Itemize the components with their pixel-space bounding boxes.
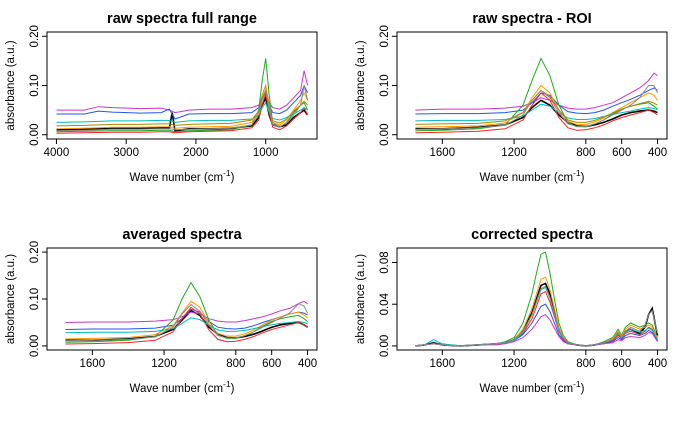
series-line-5 bbox=[65, 306, 308, 345]
panel-3: averaged spectra 1600 1200 800 600 400 0.00 0.1… bbox=[5, 227, 318, 395]
x-tick-label: 800 bbox=[576, 147, 595, 159]
y-axis-label: absorbance (a.u.) bbox=[355, 40, 367, 130]
series-line-4 bbox=[415, 303, 658, 347]
series-line-6 bbox=[415, 84, 658, 128]
series-group bbox=[65, 281, 309, 345]
series-line-1 bbox=[56, 95, 309, 132]
panel-1: raw spectra full range 4000 3000 2000 1000 0.… bbox=[5, 11, 318, 184]
y-axis-label: absorbance (a.u.) bbox=[5, 40, 17, 130]
panel-title: corrected spectra bbox=[471, 227, 594, 243]
x-tick-label: 400 bbox=[648, 358, 667, 370]
plot-frame bbox=[46, 31, 318, 140]
x-tick-label: 4000 bbox=[44, 147, 70, 159]
x-axis-label: Wave number (cm-1) bbox=[130, 168, 235, 184]
series-line-8 bbox=[415, 285, 658, 347]
series-line-2 bbox=[56, 70, 309, 114]
y-axis-label: absorbance (a.u.) bbox=[5, 254, 17, 344]
x-axis-label: Wave number (cm-1) bbox=[480, 379, 585, 395]
x-tick-label: 400 bbox=[648, 147, 667, 159]
x-tick-label: 400 bbox=[298, 358, 317, 370]
series-line-3 bbox=[415, 87, 658, 115]
y-axis-label: absorbance (a.u.) bbox=[355, 254, 367, 344]
series-group bbox=[56, 58, 309, 134]
y-tick-label: 0.10 bbox=[29, 288, 41, 310]
y-tick-label: 0.10 bbox=[29, 74, 41, 96]
x-tick-label: 600 bbox=[612, 147, 631, 159]
y-tick-label: 0.08 bbox=[379, 251, 391, 273]
y-tick-label: 0.04 bbox=[379, 292, 391, 315]
series-line-8 bbox=[65, 303, 309, 342]
y-tick-label: 0.20 bbox=[29, 241, 41, 263]
panel-title: raw spectra full range bbox=[107, 11, 257, 27]
x-tick-label: 800 bbox=[226, 358, 245, 370]
series-line-6 bbox=[415, 313, 658, 347]
panel-4: corrected spectra 1600 1200 800 600 400 0.00 0.… bbox=[355, 227, 668, 395]
x-tick-label: 1200 bbox=[151, 358, 177, 370]
x-tick-label: 1200 bbox=[501, 147, 527, 159]
series-line-6 bbox=[56, 83, 309, 130]
x-tick-label: 2000 bbox=[183, 147, 209, 159]
y-tick-label: 0.20 bbox=[379, 25, 391, 47]
series-line-7 bbox=[415, 103, 658, 122]
plot-frame bbox=[396, 31, 668, 140]
y-tick-label: 0.00 bbox=[379, 335, 391, 357]
series-line-8 bbox=[415, 89, 658, 125]
panel-title: averaged spectra bbox=[122, 227, 242, 243]
series-line-5 bbox=[415, 92, 658, 134]
series-line-2 bbox=[65, 300, 308, 323]
series-group bbox=[415, 57, 658, 134]
series-line-1 bbox=[65, 309, 309, 342]
series-line-7 bbox=[65, 317, 308, 334]
x-tick-label: 800 bbox=[576, 358, 595, 370]
series-line-9 bbox=[56, 85, 309, 132]
series-line-4 bbox=[56, 58, 309, 133]
series-group bbox=[415, 251, 659, 347]
x-axis-label: Wave number (cm-1) bbox=[130, 379, 235, 395]
y-tick-label: 0.20 bbox=[29, 25, 41, 47]
x-tick-label: 1200 bbox=[501, 358, 527, 370]
x-tick-label: 1600 bbox=[430, 358, 456, 370]
series-line-3 bbox=[56, 83, 309, 120]
series-line-5 bbox=[415, 276, 658, 347]
plot-frame bbox=[396, 247, 668, 351]
y-tick-label: 0.10 bbox=[379, 74, 391, 96]
x-tick-label: 600 bbox=[262, 358, 281, 370]
series-line-8 bbox=[56, 88, 308, 127]
x-tick-label: 1600 bbox=[80, 358, 106, 370]
x-tick-label: 3000 bbox=[113, 147, 139, 159]
series-line-1 bbox=[415, 99, 658, 130]
x-axis-label: Wave number (cm-1) bbox=[480, 168, 585, 184]
x-tick-label: 600 bbox=[612, 358, 631, 370]
panel-title: raw spectra - ROI bbox=[472, 11, 591, 27]
x-tick-label: 1000 bbox=[253, 147, 279, 159]
y-tick-label: 0.00 bbox=[29, 124, 41, 146]
panel-2: raw spectra - ROI 1600 1200 800 600 400 0.00 0.… bbox=[355, 11, 668, 184]
series-line-9 bbox=[415, 85, 658, 130]
series-line-2 bbox=[415, 72, 658, 111]
x-tick-label: 1600 bbox=[430, 147, 456, 159]
y-tick-label: 0.00 bbox=[379, 124, 391, 146]
y-tick-label: 0.00 bbox=[29, 335, 41, 357]
series-line-5 bbox=[56, 92, 309, 134]
